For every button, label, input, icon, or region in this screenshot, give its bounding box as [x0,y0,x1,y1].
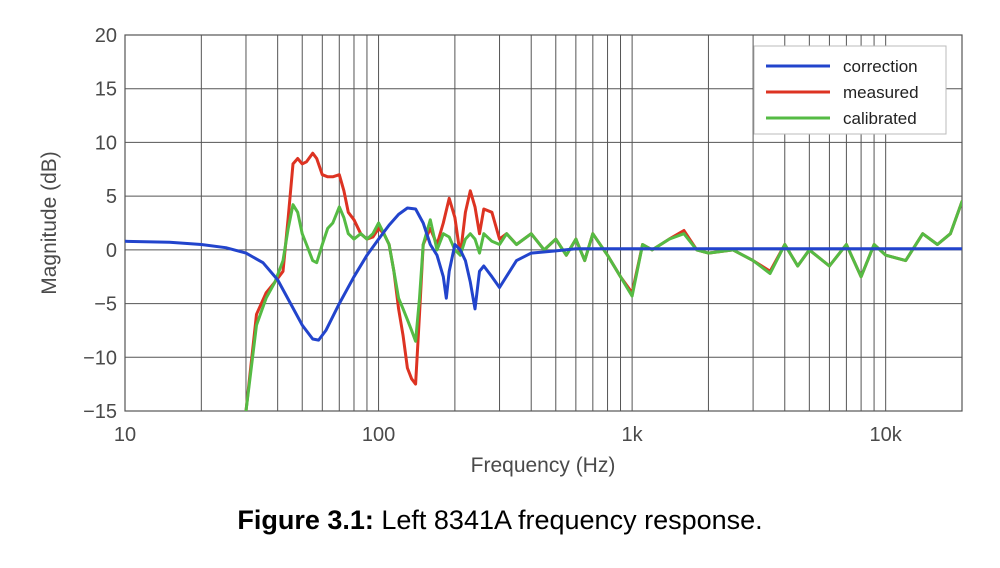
figure-caption: Figure 3.1: Left 8341A frequency respons… [0,505,1000,536]
series-line-correction [125,206,962,342]
caption-text: Left 8341A frequency response. [373,505,763,535]
y-tick-label: −15 [83,401,117,423]
grid [124,34,963,412]
caption-label: Figure 3.1: [237,505,374,535]
y-tick-label: −5 [94,294,117,316]
y-tick-label: 0 [106,240,117,262]
legend-label-measured: measured [843,83,919,102]
y-axis-title: Magnitude (dB) [38,151,61,295]
y-tick-label: 10 [95,132,117,154]
series-lines [125,151,962,411]
y-tick-label: 5 [106,186,117,208]
legend-label-calibrated: calibrated [843,109,917,128]
y-tick-label: −10 [83,347,117,369]
y-tick-label: 15 [95,79,117,101]
series-line-calibrated [244,200,962,411]
plot-frame [124,34,963,412]
legend-label-correction: correction [843,57,918,76]
legend: correction measured calibrated [753,45,947,135]
x-axis-title: Frequency (Hz) [471,454,616,477]
x-tick-label: 1k [622,424,644,446]
series-line-measured [244,151,962,411]
x-tick-label: 10 [114,424,136,446]
x-tick-label: 10k [870,424,903,446]
x-tick-label: 100 [362,424,395,446]
y-tick-label: 20 [95,25,117,47]
